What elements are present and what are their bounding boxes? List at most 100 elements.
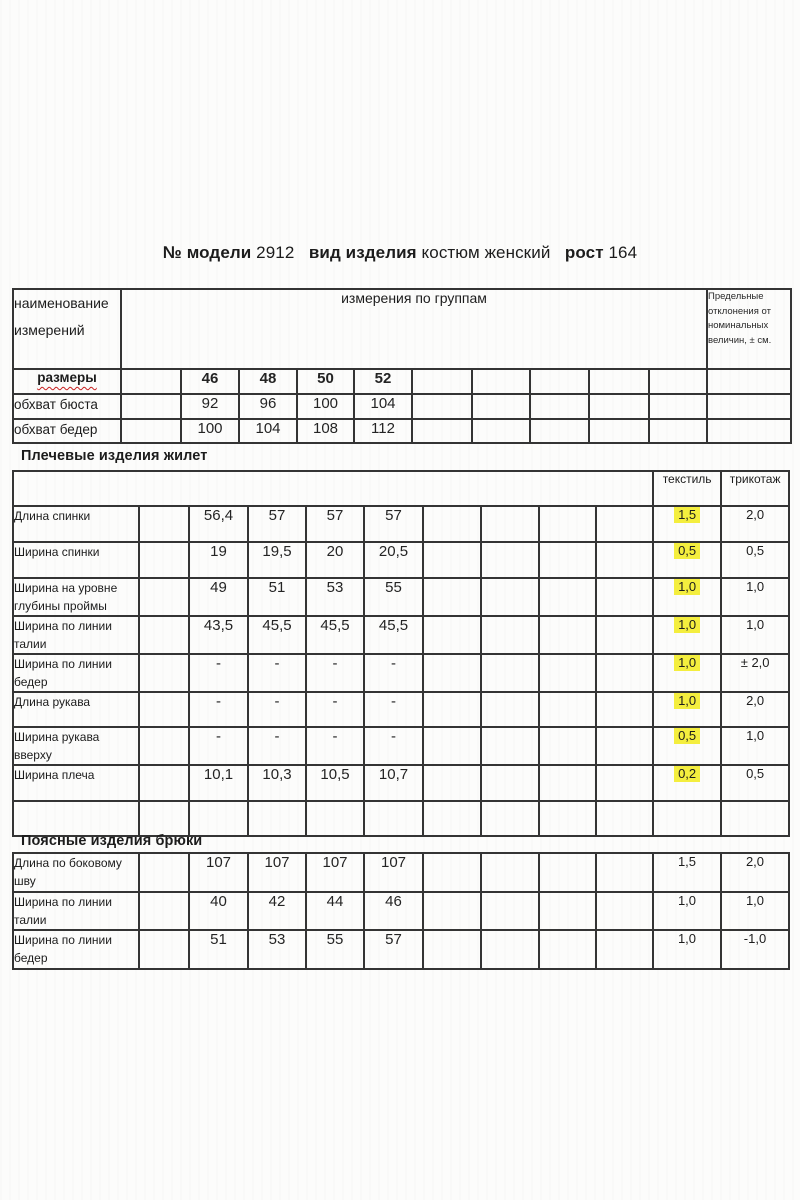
measurement-name-header: наименование измерений — [12, 288, 122, 370]
textile-tolerance: 1,5 — [652, 852, 722, 893]
empty-cell — [138, 929, 190, 970]
textile-tolerance: 1,0 — [652, 929, 722, 970]
table-row: Длина спинки 56,4 57 57 57 1,5 2,0 — [12, 505, 791, 543]
empty-cell — [471, 368, 531, 395]
textile-tolerance: 1,0 — [652, 691, 723, 728]
empty-cell — [411, 368, 473, 395]
table-row: обхват бедер 100 104 108 112 — [12, 418, 792, 444]
knit-tolerance: 1,0 — [720, 577, 791, 617]
empty-cell — [480, 726, 540, 766]
empty-cell — [595, 929, 654, 970]
table-row: Ширина по линии бедер ---- 1,0 ± 2,0 — [12, 653, 791, 693]
empty-cell — [538, 691, 597, 728]
row-label: обхват бюста — [12, 393, 122, 420]
empty-cell — [138, 615, 190, 655]
empty-cell — [480, 653, 540, 693]
knit-tolerance: 2,0 — [720, 852, 790, 893]
empty-cell — [595, 891, 654, 931]
empty-cell — [188, 800, 249, 837]
table-header-row: наименование измерений измерения по груп… — [12, 288, 792, 370]
row-label: Длина рукава — [12, 691, 140, 728]
empty-cell — [422, 691, 482, 728]
height-label: рост — [564, 243, 604, 262]
textile-tolerance: 1,0 — [652, 653, 723, 693]
empty-cell — [480, 541, 540, 579]
empty-cell — [11, 470, 655, 507]
empty-cell — [538, 577, 597, 617]
value-cell: 49 — [188, 577, 249, 617]
value-cell: 46 — [363, 891, 424, 931]
row-label: Ширина по линии талии — [12, 615, 140, 655]
row-label: обхват бедер — [12, 418, 122, 444]
value-cell: - — [188, 726, 249, 766]
value-cell: 51 — [247, 577, 307, 617]
empty-cell — [480, 577, 540, 617]
empty-cell — [529, 393, 590, 420]
empty-cell — [538, 726, 597, 766]
vest-measurements-table: текстиль трикотаж Длина спинки 56,4 57 57 5… — [11, 470, 791, 837]
empty-cell — [422, 852, 482, 893]
empty-cell — [422, 764, 482, 802]
empty-cell — [138, 852, 190, 893]
value-cell: 10,1 — [188, 764, 249, 802]
value-cell: 10,3 — [247, 764, 307, 802]
empty-cell — [422, 541, 482, 579]
textile-tolerance: 1,0 — [652, 615, 723, 655]
empty-cell — [138, 505, 190, 543]
empty-cell — [138, 691, 190, 728]
empty-cell — [422, 505, 482, 543]
product-type-value: костюм женский — [421, 243, 551, 262]
value-cell: 57 — [363, 505, 424, 543]
page-title: № модели 2912 вид изделия костюм женский… — [0, 243, 800, 263]
value-cell: - — [305, 726, 365, 766]
empty-cell — [363, 800, 424, 837]
empty-cell — [120, 368, 182, 395]
empty-cell — [706, 368, 792, 395]
empty-cell — [588, 418, 650, 444]
value-cell: 45,5 — [247, 615, 307, 655]
row-label: Длина спинки — [12, 505, 140, 543]
value-cell: 104 — [353, 393, 413, 420]
value-cell: 112 — [353, 418, 413, 444]
value-cell: 100 — [180, 418, 240, 444]
empty-cell — [422, 800, 482, 837]
height-value: 164 — [608, 243, 638, 262]
value-cell: 51 — [188, 929, 249, 970]
size-value: 48 — [238, 368, 298, 395]
empty-cell — [422, 615, 482, 655]
empty-cell — [594, 577, 655, 617]
value-cell: 96 — [238, 393, 298, 420]
product-type-label: вид изделия — [308, 243, 417, 262]
value-cell: 10,5 — [305, 764, 365, 802]
value-cell: 104 — [238, 418, 298, 444]
sizes-table: наименование измерений измерения по груп… — [12, 288, 792, 444]
value-cell: 42 — [247, 891, 307, 931]
table-row: Ширина плеча 10,1 10,3 10,5 10,7 0,2 0,5 — [12, 764, 791, 802]
size-value: 46 — [180, 368, 240, 395]
value-cell: 57 — [363, 929, 424, 970]
empty-cell — [480, 691, 540, 728]
empty-cell — [480, 800, 540, 837]
empty-cell — [595, 852, 654, 893]
value-cell: - — [363, 653, 424, 693]
value-cell: 92 — [180, 393, 240, 420]
empty-cell — [480, 891, 540, 931]
value-cell: 10,7 — [363, 764, 424, 802]
empty-cell — [538, 800, 597, 837]
empty-cell — [138, 726, 190, 766]
value-cell: - — [363, 726, 424, 766]
empty-cell — [305, 800, 365, 837]
sizes-row: размеры 46 48 50 52 — [12, 368, 792, 395]
empty-cell — [422, 929, 482, 970]
empty-cell — [138, 800, 190, 837]
model-value: 2912 — [256, 243, 295, 262]
value-cell: 57 — [305, 505, 365, 543]
value-cell: - — [247, 691, 307, 728]
table-row: Длина по боковому шву 107 107 107 107 1,5 2… — [12, 852, 790, 893]
trousers-measurements-table: Длина по боковому шву 107 107 107 107 1,5 2… — [12, 852, 790, 970]
table-row: Ширина по линии талии 43,5 45,5 45,5 45,5 1… — [12, 615, 791, 655]
value-cell: - — [247, 726, 307, 766]
value-cell: 40 — [188, 891, 249, 931]
table-row: Ширина спинки 19 19,5 20 20,5 0,5 0,5 — [12, 541, 791, 579]
knit-tolerance: 0,5 — [720, 541, 791, 579]
